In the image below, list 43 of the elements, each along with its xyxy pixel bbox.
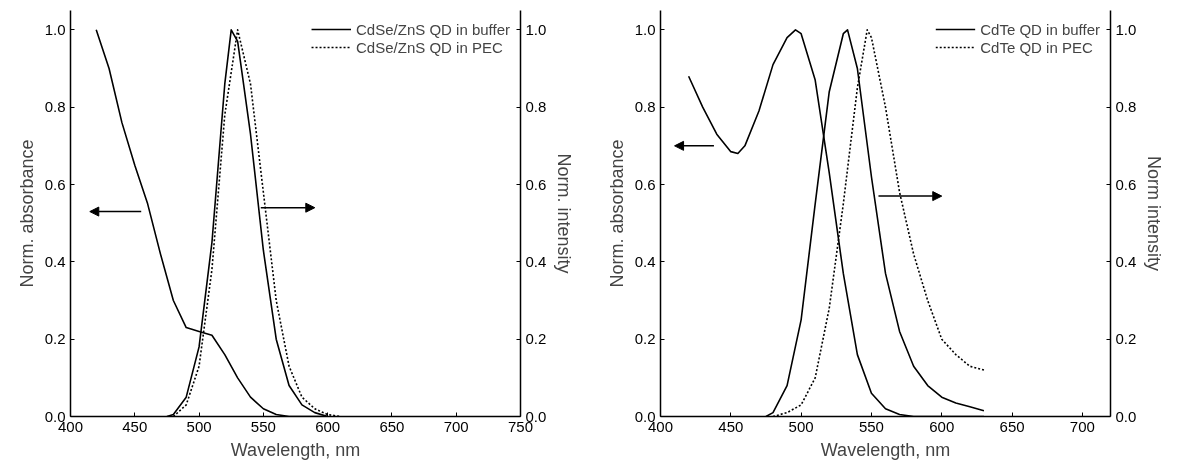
y-tick-label: 0.6 [634,175,656,193]
y2-tick-label: 0.2 [525,330,547,348]
y-tick-label: 0.8 [44,98,66,116]
y2-tick-label: 0.6 [525,175,547,193]
y2-tick-label: 0.8 [1115,98,1137,116]
x-tick-label: 600 [929,417,955,435]
x-tick-label: 450 [122,417,148,435]
x-tick-label: 500 [788,417,814,435]
y2-tick-label: 1.0 [525,20,547,38]
y-tick-label: 0.4 [634,252,656,270]
y2-tick-label: 0.0 [1115,407,1137,425]
x-tick-label: 550 [250,417,276,435]
x-tick-label: 700 [443,417,469,435]
y-tick-label: 0.2 [634,330,656,348]
y2-tick-label: 0.4 [525,252,547,270]
y2-tick-label: 1.0 [1115,20,1137,38]
x-tick-label: 500 [186,417,212,435]
x-axis-title: Wavelength, nm [820,439,951,460]
x-axis-title: Wavelength, nm [230,439,361,460]
y2-axis-title: Norm intensity [1144,155,1165,272]
y-tick-label: 0.6 [44,175,66,193]
x-tick-label: 700 [1069,417,1095,435]
x-tick-label: 650 [999,417,1025,435]
y-axis-title: Norm. absorbance [606,139,627,288]
x-tick-label: 450 [718,417,744,435]
y2-tick-label: 0.8 [525,98,547,116]
y-tick-label: 0.4 [44,252,66,270]
legend-label: CdTe QD in buffer [980,20,1100,38]
y-tick-label: 0.8 [634,98,656,116]
y-tick-label: 1.0 [634,20,656,38]
legend-label: CdTe QD in PEC [980,38,1093,56]
y2-tick-label: 0.6 [1115,175,1137,193]
y2-tick-label: 0.4 [1115,252,1137,270]
legend-label: CdSe/ZnS QD in buffer [356,20,510,38]
y2-tick-label: 0.2 [1115,330,1137,348]
x-tick-label: 550 [858,417,884,435]
y-tick-label: 1.0 [44,20,66,38]
x-tick-label: 600 [315,417,341,435]
x-tick-label: 650 [379,417,405,435]
legend-label: CdSe/ZnS QD in PEC [356,38,503,56]
y2-axis-title: Norm. intensity [554,153,575,274]
y-tick-label: 0.2 [44,330,66,348]
y-axis-title: Norm. absorbance [16,139,37,288]
